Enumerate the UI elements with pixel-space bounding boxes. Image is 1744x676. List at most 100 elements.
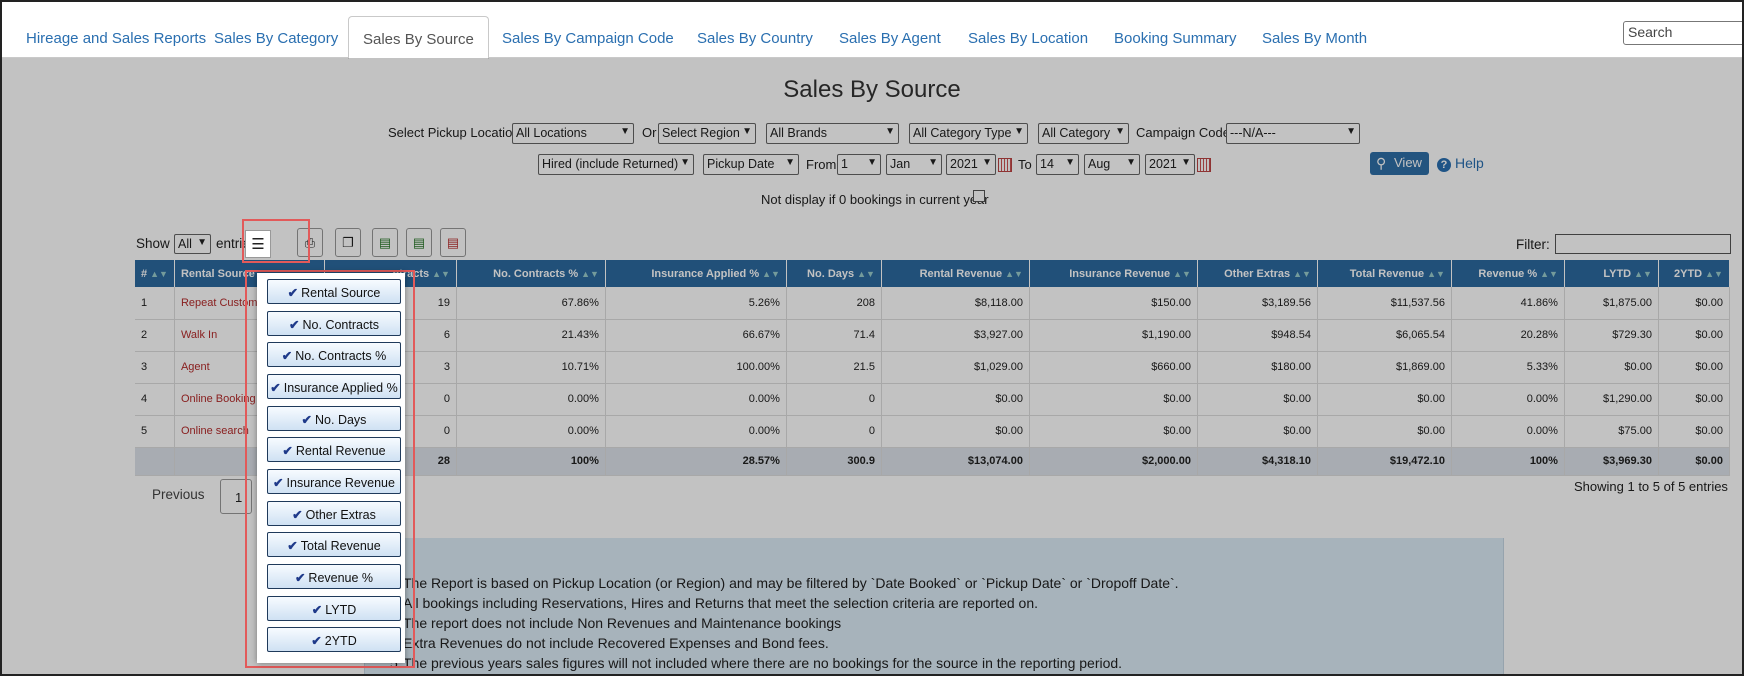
check-icon: ✔: [311, 603, 323, 617]
menu-item-rental-revenue[interactable]: ✔ Rental Revenue: [267, 437, 401, 462]
help-link[interactable]: ? Help: [1437, 155, 1484, 172]
tab-booking-summary[interactable]: Booking Summary: [1114, 30, 1237, 47]
csv-export-button[interactable]: ▤: [406, 228, 432, 257]
menu-item-no-days[interactable]: ✔ No. Days: [267, 406, 401, 431]
search-input[interactable]: Search: [1623, 21, 1744, 45]
column-header-label: Insurance Applied %: [651, 267, 760, 280]
menu-item-other-extras[interactable]: ✔ Other Extras: [267, 501, 401, 526]
column-header[interactable]: No. Contracts % ▲▼: [456, 260, 606, 287]
menu-item-label: Rental Source: [301, 286, 381, 300]
menu-item-no-contracts[interactable]: ✔ No. Contracts: [267, 311, 401, 336]
region-select[interactable]: Select Region ▼: [658, 123, 756, 144]
column-header[interactable]: Rental Revenue ▲▼: [881, 260, 1030, 287]
campaign-code-select[interactable]: ---N/A--- ▼: [1226, 123, 1360, 144]
pickup-location-value: All Locations: [516, 126, 587, 140]
category-type-select[interactable]: All Category Type ▼: [909, 123, 1028, 144]
column-header[interactable]: 2YTD ▲▼: [1658, 260, 1730, 287]
calendar-icon[interactable]: [1197, 158, 1211, 172]
chevron-down-icon: ▼: [680, 157, 690, 168]
column-header[interactable]: Insurance Revenue ▲▼: [1029, 260, 1198, 287]
table-cell: 2: [135, 319, 175, 352]
menu-item-label: 2YTD: [324, 634, 357, 648]
table-cell: $0.00: [1564, 351, 1659, 384]
from-month-select[interactable]: Jan ▼: [886, 154, 942, 175]
from-year-select[interactable]: 2021 ▼: [946, 154, 996, 175]
view-button[interactable]: ⚲ View: [1370, 152, 1429, 175]
column-header-label: Rental Source: [180, 267, 255, 280]
table-cell: $75.00: [1564, 415, 1659, 448]
menu-item-no-contracts-pct[interactable]: ✔ No. Contracts %: [267, 342, 401, 367]
menu-item-revenue-pct[interactable]: ✔ Revenue %: [267, 564, 401, 589]
chevron-down-icon: ▼: [197, 237, 207, 248]
tab-sales-by-month[interactable]: Sales By Month: [1262, 30, 1368, 47]
column-header[interactable]: Insurance Applied % ▲▼: [605, 260, 787, 287]
table-cell: $0.00: [1029, 415, 1198, 448]
print-button[interactable]: ⎙: [297, 228, 323, 257]
pdf-export-button[interactable]: ▤: [440, 228, 466, 257]
chevron-down-icon: ▼: [620, 126, 630, 137]
column-header[interactable]: Revenue % ▲▼: [1451, 260, 1565, 287]
table-cell: 71.4: [786, 319, 882, 352]
tab-sales-by-agent[interactable]: Sales By Agent: [839, 30, 941, 47]
calendar-icon[interactable]: [998, 158, 1012, 172]
table-cell: 100%: [456, 447, 606, 476]
category-select[interactable]: All Category ▼: [1038, 123, 1129, 144]
pickup-location-select[interactable]: All Locations ▼: [512, 123, 634, 144]
from-day-select[interactable]: 1 ▼: [837, 154, 881, 175]
table-cell: 21.5: [786, 351, 882, 384]
menu-item-label: Insurance Revenue: [286, 476, 395, 490]
copy-button[interactable]: ❐: [335, 228, 361, 257]
menu-item-total-revenue[interactable]: ✔ Total Revenue: [267, 532, 401, 557]
filter-input[interactable]: [1555, 234, 1731, 254]
column-visibility-menu: ✔ Rental Source ✔ No. Contracts ✔ No. Contr…: [257, 273, 405, 663]
table-cell: $0.00: [1029, 383, 1198, 416]
menu-item-lytd[interactable]: ✔ LYTD: [267, 596, 401, 621]
view-label: View: [1394, 155, 1422, 170]
check-icon: ✔: [301, 413, 313, 427]
menu-item-insurance-revenue[interactable]: ✔ Insurance Revenue: [267, 469, 401, 494]
note-item: 5 The previous years sales figures will n…: [390, 655, 1123, 671]
category-type-value: All Category Type: [913, 126, 1012, 140]
tab-sales-by-source[interactable]: Sales By Source: [348, 16, 489, 59]
zero-bookings-checkbox[interactable]: [973, 190, 985, 202]
region-value: Select Region: [662, 126, 740, 140]
excel-export-button[interactable]: ▤: [372, 228, 398, 257]
status-value: Hired (include Returned): [542, 157, 679, 171]
tab-sales-by-category[interactable]: Sales By Category: [214, 30, 339, 47]
column-header-label: Other Extras: [1224, 267, 1291, 280]
tab-sales-by-campaign-code[interactable]: Sales By Campaign Code: [502, 30, 674, 47]
date-type-select[interactable]: Pickup Date ▼: [703, 154, 799, 175]
tab-sales-by-location[interactable]: Sales By Location: [968, 30, 1089, 47]
check-icon: ✔: [287, 539, 298, 553]
table-cell: 5.33%: [1451, 351, 1565, 384]
to-year-select[interactable]: 2021 ▼: [1145, 154, 1195, 175]
chevron-down-icon: ▼: [867, 157, 877, 168]
column-header[interactable]: Total Revenue ▲▼: [1317, 260, 1452, 287]
column-visibility-button[interactable]: ☰: [245, 230, 271, 258]
menu-item-2ytd[interactable]: ✔ 2YTD: [267, 627, 401, 652]
status-select[interactable]: Hired (include Returned) ▼: [538, 154, 694, 175]
table-cell: 0.00%: [456, 383, 606, 416]
note-text: The Report is based on Pickup Location (…: [403, 575, 1179, 591]
entries-select[interactable]: All ▼: [174, 234, 211, 254]
to-month-select[interactable]: Aug ▼: [1084, 154, 1140, 175]
table-cell: 0.00%: [605, 383, 787, 416]
column-header[interactable]: LYTD ▲▼: [1564, 260, 1659, 287]
menu-item-insurance-applied-pct[interactable]: ✔ Insurance Applied %: [267, 374, 401, 399]
menu-item-rental-source[interactable]: ✔ Rental Source: [267, 279, 401, 304]
sort-icon: ▲▼: [1427, 268, 1445, 279]
column-header-label: #: [141, 267, 148, 280]
category-value: All Category: [1042, 126, 1111, 140]
table-cell: $4,318.10: [1197, 447, 1318, 476]
table-cell: 0: [786, 415, 882, 448]
previous-page-button[interactable]: Previous: [152, 487, 205, 502]
tab-hireage-sales-reports[interactable]: Hireage and Sales Reports: [26, 30, 207, 47]
column-header[interactable]: Other Extras ▲▼: [1197, 260, 1318, 287]
tab-sales-by-country[interactable]: Sales By Country: [697, 30, 813, 47]
column-header[interactable]: # ▲▼: [135, 260, 175, 287]
brands-select[interactable]: All Brands ▼: [766, 123, 899, 144]
check-icon: ✔: [281, 349, 293, 363]
column-header[interactable]: No. Days ▲▼: [786, 260, 882, 287]
sort-icon: ▲▼: [581, 268, 599, 279]
to-day-select[interactable]: 14 ▼: [1036, 154, 1079, 175]
